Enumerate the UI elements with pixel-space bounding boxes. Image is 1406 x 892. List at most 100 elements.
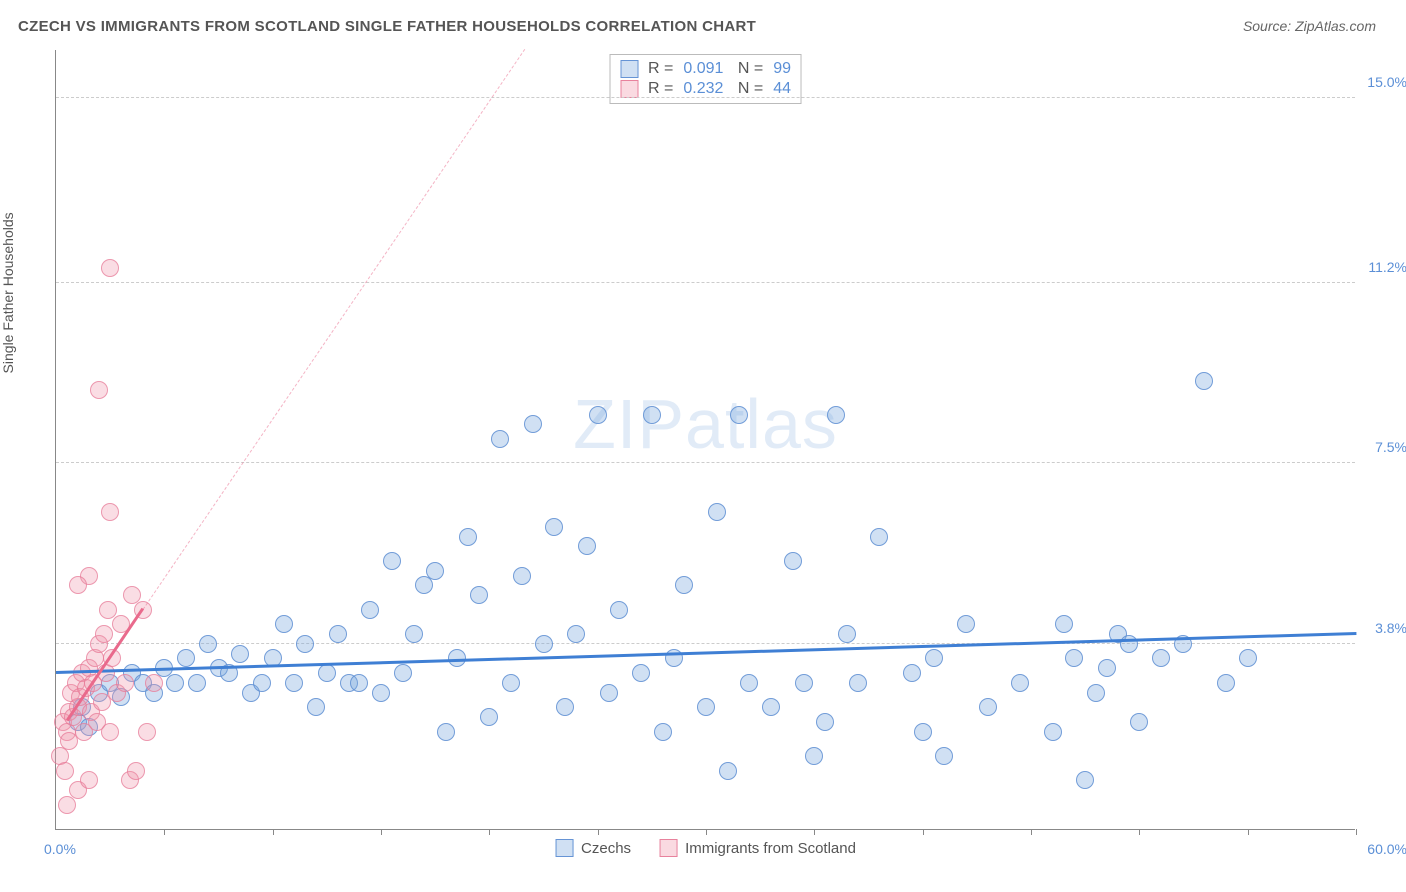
- data-point: [69, 576, 87, 594]
- data-point: [925, 649, 943, 667]
- data-point: [329, 625, 347, 643]
- r-value-pink: 0.232: [683, 80, 723, 98]
- data-point: [1217, 674, 1235, 692]
- data-point: [394, 664, 412, 682]
- data-point: [1195, 372, 1213, 390]
- x-tick: [814, 829, 815, 835]
- data-point: [719, 762, 737, 780]
- data-point: [762, 698, 780, 716]
- data-point: [372, 684, 390, 702]
- data-point: [610, 601, 628, 619]
- data-point: [502, 674, 520, 692]
- n-value-blue: 99: [773, 60, 791, 78]
- data-point: [545, 518, 563, 536]
- data-point: [199, 635, 217, 653]
- data-point: [1152, 649, 1170, 667]
- y-tick-label: 11.2%: [1368, 259, 1406, 275]
- bottom-legend: Czechs Immigrants from Scotland: [555, 839, 856, 857]
- y-tick-label: 3.8%: [1375, 620, 1406, 636]
- data-point: [80, 771, 98, 789]
- data-point: [426, 562, 444, 580]
- data-point: [784, 552, 802, 570]
- data-point: [535, 635, 553, 653]
- data-point: [127, 762, 145, 780]
- bottom-legend-label-pink: Immigrants from Scotland: [685, 840, 856, 857]
- data-point: [903, 664, 921, 682]
- data-point: [849, 674, 867, 692]
- plot-area: ZIPatlas R = 0.091 N = 99 R = 0.232 N = …: [55, 50, 1355, 830]
- data-point: [116, 674, 134, 692]
- data-point: [827, 406, 845, 424]
- data-point: [60, 732, 78, 750]
- data-point: [231, 645, 249, 663]
- data-point: [361, 601, 379, 619]
- x-tick: [273, 829, 274, 835]
- data-point: [675, 576, 693, 594]
- bottom-legend-label-blue: Czechs: [581, 840, 631, 857]
- x-tick: [1031, 829, 1032, 835]
- data-point: [145, 674, 163, 692]
- bottom-legend-item-pink: Immigrants from Scotland: [659, 839, 856, 857]
- data-point: [415, 576, 433, 594]
- x-axis-max-label: 60.0%: [1367, 841, 1406, 857]
- trend-line: [142, 48, 525, 609]
- data-point: [524, 415, 542, 433]
- data-point: [795, 674, 813, 692]
- data-point: [58, 796, 76, 814]
- x-tick: [381, 829, 382, 835]
- data-point: [101, 259, 119, 277]
- y-grid-line: [56, 97, 1355, 98]
- source-label: Source: ZipAtlas.com: [1243, 18, 1376, 34]
- data-point: [307, 698, 325, 716]
- x-tick: [1356, 829, 1357, 835]
- x-tick: [706, 829, 707, 835]
- x-tick: [923, 829, 924, 835]
- data-point: [253, 674, 271, 692]
- legend-swatch-blue: [555, 839, 573, 857]
- data-point: [708, 503, 726, 521]
- data-point: [405, 625, 423, 643]
- data-point: [1065, 649, 1083, 667]
- data-point: [383, 552, 401, 570]
- data-point: [513, 567, 531, 585]
- data-point: [99, 601, 117, 619]
- data-point: [480, 708, 498, 726]
- data-point: [1055, 615, 1073, 633]
- data-point: [318, 664, 336, 682]
- data-point: [188, 674, 206, 692]
- x-tick: [1248, 829, 1249, 835]
- chart-container: CZECH VS IMMIGRANTS FROM SCOTLAND SINGLE…: [0, 0, 1406, 892]
- x-tick: [1139, 829, 1140, 835]
- data-point: [957, 615, 975, 633]
- data-point: [979, 698, 997, 716]
- data-point: [740, 674, 758, 692]
- data-point: [589, 406, 607, 424]
- data-point: [1087, 684, 1105, 702]
- data-point: [459, 528, 477, 546]
- data-point: [914, 723, 932, 741]
- data-point: [177, 649, 195, 667]
- data-point: [491, 430, 509, 448]
- x-tick: [164, 829, 165, 835]
- data-point: [101, 723, 119, 741]
- data-point: [870, 528, 888, 546]
- n-label: N =: [733, 80, 763, 98]
- data-point: [1098, 659, 1116, 677]
- data-point: [296, 635, 314, 653]
- x-tick: [489, 829, 490, 835]
- chart-title: CZECH VS IMMIGRANTS FROM SCOTLAND SINGLE…: [18, 18, 756, 35]
- y-axis-label: Single Father Households: [0, 212, 16, 373]
- data-point: [838, 625, 856, 643]
- n-value-pink: 44: [773, 80, 791, 98]
- data-point: [632, 664, 650, 682]
- data-point: [1011, 674, 1029, 692]
- data-point: [1076, 771, 1094, 789]
- data-point: [275, 615, 293, 633]
- watermark: ZIPatlas: [573, 384, 838, 464]
- y-grid-line: [56, 643, 1355, 644]
- data-point: [1239, 649, 1257, 667]
- bottom-legend-item-blue: Czechs: [555, 839, 631, 857]
- data-point: [816, 713, 834, 731]
- r-label: R =: [648, 60, 673, 78]
- data-point: [437, 723, 455, 741]
